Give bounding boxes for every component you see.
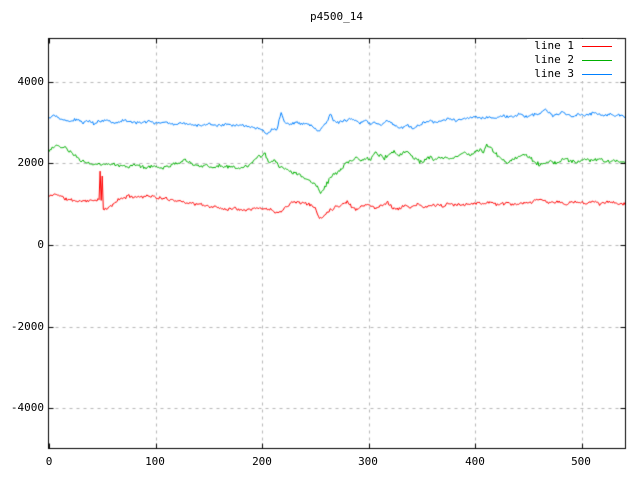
legend-line-sample-red — [582, 45, 612, 47]
x-tick-label: 200 — [252, 455, 272, 468]
legend-label: line 1 — [534, 39, 574, 52]
x-tick-label: 100 — [145, 455, 165, 468]
y-tick-label: -2000 — [10, 320, 44, 333]
legend-row: line 1 — [527, 39, 617, 53]
y-tick-label: 0 — [37, 238, 44, 251]
legend-label: line 3 — [534, 67, 574, 80]
chart-title: p4500_14 — [310, 10, 363, 23]
legend: line 1 line 2 line 3 — [527, 39, 617, 81]
legend-row: line 2 — [527, 53, 617, 67]
legend-row: line 3 — [527, 67, 617, 81]
x-tick-label: 500 — [571, 455, 591, 468]
legend-label: line 2 — [534, 53, 574, 66]
y-tick-label: 2000 — [17, 156, 45, 169]
y-tick-label: 4000 — [17, 75, 45, 88]
legend-line-sample-blue — [582, 73, 612, 75]
x-tick-label: 300 — [358, 455, 378, 468]
x-tick-label: 400 — [465, 455, 485, 468]
y-tick-label: -4000 — [10, 401, 44, 414]
x-tick-label: 0 — [45, 455, 53, 468]
legend-line-sample-green — [582, 59, 612, 61]
